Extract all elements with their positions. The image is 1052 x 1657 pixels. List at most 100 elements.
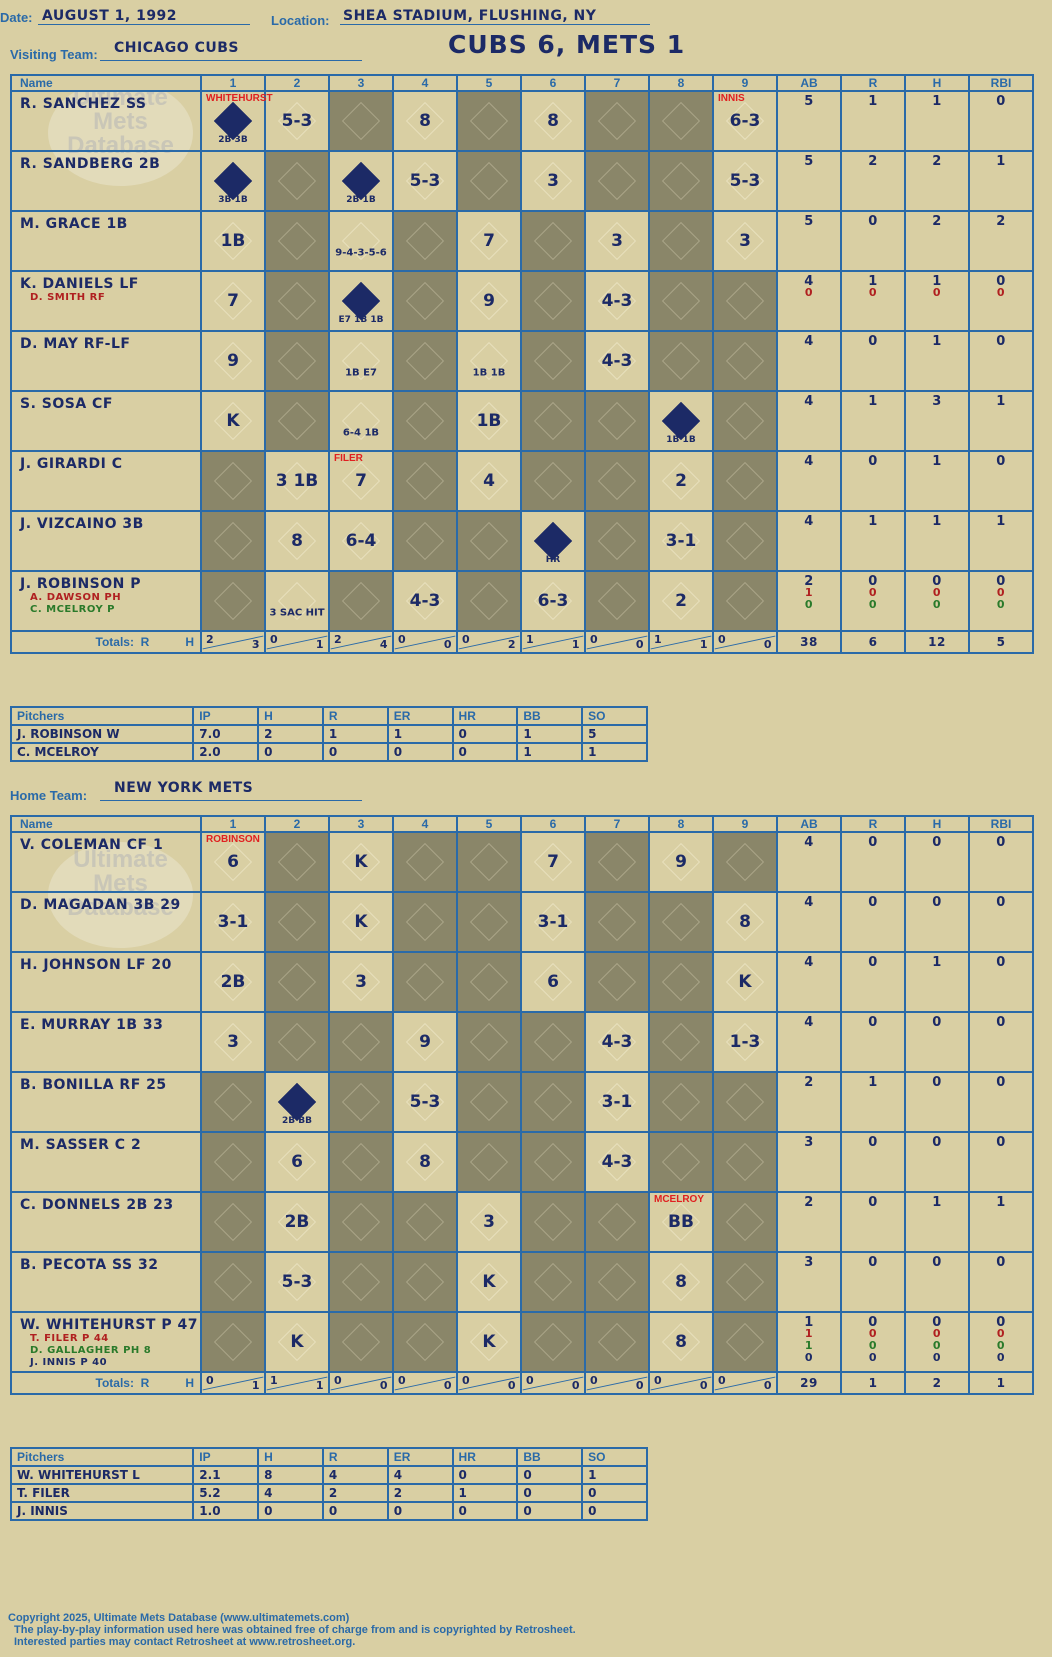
visitor-col-header-2: 2 [264, 74, 330, 92]
location-value: SHEA STADIUM, FLUSHING, NY [343, 8, 597, 24]
diamond-icon [277, 962, 317, 1002]
batter-name: H. JOHNSON LF 20 [20, 957, 172, 973]
pitcher-name: J. ROBINSON W [9, 724, 195, 744]
stat-value: 0 [996, 835, 1006, 850]
diamond-icon [661, 101, 701, 141]
stat-value: 0 [996, 334, 1006, 349]
batter-name: M. GRACE 1B [20, 216, 128, 232]
total-runs: 1 [840, 1371, 906, 1395]
inning-2-cell: K [264, 1311, 330, 1373]
diamond-icon [341, 1322, 381, 1362]
diamond-icon [725, 341, 765, 381]
stat-value: 0 [996, 1327, 1006, 1340]
pitcher-stat: 2 [321, 1483, 389, 1503]
batter-name-cell: C. DONNELS 2B 23 [10, 1191, 202, 1253]
pitcher-stat: 0 [451, 742, 519, 762]
inning-9-cell [712, 1191, 778, 1253]
batter-row: V. COLEMAN CF 1 6 ROBINSON K 7 9 4 0 0 0 [10, 831, 1034, 893]
inning-8-cell: 1B 1B [648, 390, 714, 452]
inning-runs: 2 [334, 633, 343, 646]
at-bats-cell: 4 [776, 1011, 842, 1073]
pitcher-stat: 4 [386, 1465, 454, 1485]
diamond-icon [533, 281, 573, 321]
stat-value: 0 [996, 274, 1006, 289]
inning-5-cell: 1B [456, 390, 522, 452]
play-result: 9 [419, 1032, 431, 1052]
inning-1-cell: 2B 3B WHITEHURST [200, 90, 273, 152]
stat-value: 3 [804, 1135, 814, 1150]
stat-value: 1 [868, 274, 878, 289]
play-result: K [482, 1272, 496, 1292]
diamond-icon [341, 1022, 381, 1062]
at-bats-cell: 4 [776, 831, 842, 893]
play-result: 2B BB [282, 1115, 312, 1126]
inning-runs: 0 [398, 633, 407, 646]
stat-value: 1 [996, 514, 1006, 529]
batter-name: S. SOSA CF [20, 396, 113, 412]
inning-hits: 1 [571, 638, 580, 651]
runs-cell: 0 [840, 210, 906, 272]
runs-cell: 0 [840, 1251, 906, 1313]
diamond-icon [533, 221, 573, 261]
inning-7-cell [584, 831, 650, 893]
diamond-icon [405, 1202, 445, 1242]
inning-1-cell: 3-1 [200, 891, 266, 953]
batter-name-cell: H. JOHNSON LF 20 [10, 951, 202, 1013]
inning-5-cell: 4 [456, 450, 522, 512]
pitcher-stat: 0 [581, 1483, 648, 1503]
stat-value: 1 [932, 94, 942, 109]
date-label: Date: [0, 10, 33, 25]
inning-hits: 0 [507, 1379, 516, 1392]
play-result: 5-3 [281, 111, 313, 131]
diamond-icon [725, 1082, 765, 1122]
diamond-icon [469, 521, 509, 561]
stat-value: 5 [804, 154, 814, 169]
inning-4-cell [392, 330, 458, 392]
pitcher-row: C. MCELROY 2.0 0 0 0 0 1 1 [9, 742, 648, 762]
diamond-icon [405, 962, 445, 1002]
inning-3-cell: 6-4 1B [328, 390, 394, 452]
play-result: 3 1B [275, 471, 319, 491]
play-result: 8 [675, 1332, 687, 1352]
hits-cell: 1 [904, 90, 970, 152]
stat-value: 0 [932, 895, 942, 910]
batter-name-cell: M. SASSER C 2 [10, 1131, 202, 1193]
rbi-cell: 0 [968, 1251, 1034, 1313]
inning-runs: 0 [526, 1374, 535, 1387]
play-result: 4 [483, 471, 495, 491]
inning-8-cell: BB MCELROY [648, 1191, 714, 1253]
inning-6-cell [520, 1071, 586, 1133]
home-col-header-3: 3 [328, 815, 394, 833]
stat-value: 1 [868, 1075, 878, 1090]
inning-6-cell [520, 1251, 586, 1313]
inning-runs: 0 [270, 633, 279, 646]
pitcher-col-so: SO [581, 1447, 648, 1467]
play-result: 9 [483, 291, 495, 311]
inning-5-cell: K [456, 1311, 522, 1373]
rbi-cell: 0 [968, 831, 1034, 893]
batter-row: M. GRACE 1B 1B 9-4-3-5-6 7 3 3 5 0 2 2 [10, 210, 1034, 272]
inning-7-cell [584, 150, 650, 212]
batter-row: D. MAGADAN 3B 29 3-1 K 3-1 8 4 0 0 0 [10, 891, 1034, 953]
stat-value: 0 [996, 1255, 1006, 1270]
play-result: 2 [675, 591, 687, 611]
home-team: NEW YORK METS [114, 780, 254, 796]
stat-value: 4 [804, 334, 814, 349]
rbi-cell: 0 [968, 891, 1034, 953]
pitcher-stat: 0 [516, 1501, 584, 1521]
inning-1-cell [200, 510, 266, 572]
play-result: 1-3 [729, 1032, 761, 1052]
inning-9-cell [712, 1131, 778, 1193]
play-result: 7 [483, 231, 495, 251]
play-result: 8 [419, 111, 431, 131]
inning-runs: 0 [718, 1374, 727, 1387]
diamond-icon [661, 221, 701, 261]
visiting-underline [100, 60, 362, 61]
stat-value: 0 [868, 598, 878, 611]
batter-name-cell: D. MAGADAN 3B 29 [10, 891, 202, 953]
rbi-cell: 0 [968, 90, 1034, 152]
batter-name: C. DONNELS 2B 23 [20, 1197, 174, 1213]
